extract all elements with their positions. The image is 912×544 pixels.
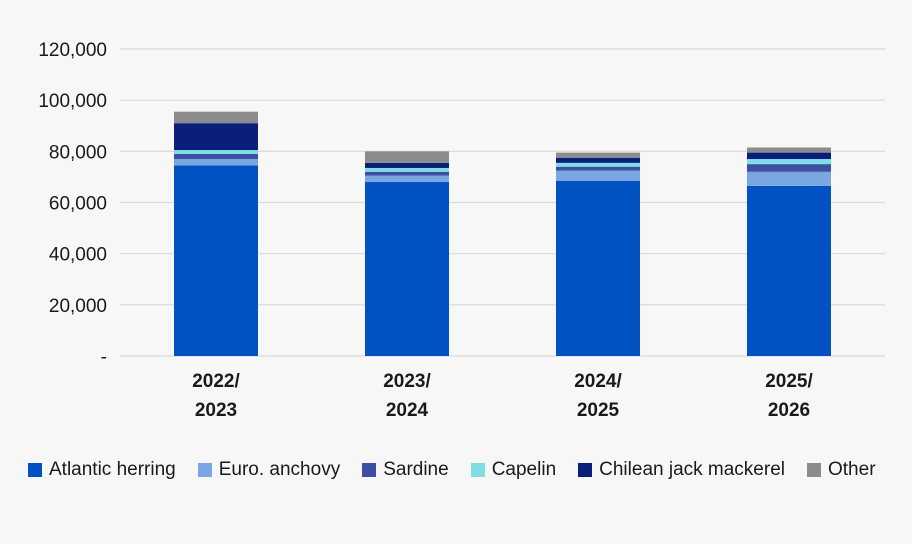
bar-segment-euro-anchovy	[747, 171, 831, 186]
x-category-label: 2022/	[192, 371, 240, 392]
legend-label: Other	[828, 459, 876, 480]
legend-swatch	[362, 463, 377, 477]
bar-segment-capelin	[556, 162, 640, 167]
y-tick-label: 100,000	[38, 91, 107, 112]
legend-label: Chilean jack mackerel	[599, 459, 785, 480]
legend-label: Capelin	[491, 459, 557, 480]
bar-segment-euro-anchovy	[365, 175, 449, 183]
bar-segment-other	[556, 152, 640, 158]
legend-label: Atlantic herring	[49, 459, 176, 480]
bar-segment-capelin	[747, 159, 831, 165]
bar-segment-sardine	[365, 171, 449, 176]
legend-label: Sardine	[383, 459, 449, 480]
bar-segment-other	[174, 111, 258, 124]
legend-swatch	[807, 463, 821, 477]
y-tick-label: 20,000	[49, 296, 107, 317]
bar-segment-atlantic-herring	[174, 165, 258, 356]
y-tick-label: 40,000	[49, 245, 107, 266]
y-tick-label: 120,000	[38, 40, 107, 61]
bar-segment-other	[747, 147, 831, 153]
bar-segment-capelin	[365, 167, 449, 172]
legend-label: Euro. anchovy	[218, 459, 341, 480]
x-category-label: 2024	[386, 400, 429, 421]
y-tick-label: 60,000	[49, 194, 107, 215]
bar-segment-chilean-jack-mackerel	[365, 162, 449, 168]
y-tick-label: 80,000	[49, 142, 107, 163]
x-category-label: 2025/	[765, 371, 813, 392]
x-category-label: 2024/	[574, 371, 622, 392]
bar-segment-euro-anchovy	[556, 170, 640, 181]
legend-item: Other	[807, 458, 876, 482]
y-tick-label: -	[101, 347, 107, 368]
x-category-label: 2025	[577, 400, 620, 421]
legend-item: Sardine	[362, 458, 449, 482]
legend-swatch	[197, 463, 212, 477]
bars	[174, 111, 831, 356]
bar-segment-other	[365, 151, 449, 163]
x-axis-category-labels: 2022/2023 2023/2024 2024/2025 2025/2026	[192, 371, 813, 421]
legend-item: Euro. anchovy	[197, 458, 341, 482]
legend-item: Atlantic herring	[28, 458, 176, 482]
bar-segment-sardine	[747, 164, 831, 172]
legend-swatch	[470, 463, 485, 477]
legend: Atlantic herring Euro. anchovy Sardine Cape…	[28, 458, 888, 482]
x-category-label: 2023	[195, 400, 237, 421]
legend-swatch	[578, 463, 593, 477]
x-category-label: 2023/	[383, 371, 431, 392]
bar-segment-capelin	[174, 150, 258, 154]
y-axis-tick-labels: - 20,000 40,000 60,000 80,000 100,000 120,000	[38, 40, 107, 368]
bar-segment-atlantic-herring	[365, 182, 449, 356]
legend-swatch	[28, 463, 42, 477]
bar-segment-chilean-jack-mackerel	[747, 152, 831, 160]
bar-segment-atlantic-herring	[556, 180, 640, 356]
bar-segment-sardine	[556, 166, 640, 171]
bar-segment-sardine	[174, 153, 258, 160]
bar-segment-atlantic-herring	[747, 185, 831, 356]
stacked-bar-chart: -20,00040,00060,00080,000100,000120,000 …	[38, 40, 885, 421]
bar-segment-euro-anchovy	[174, 159, 258, 166]
legend-item: Capelin	[470, 458, 557, 482]
x-category-label: 2026	[768, 400, 810, 421]
bar-segment-chilean-jack-mackerel	[556, 157, 640, 163]
legend-item: Chilean jack mackerel	[578, 458, 785, 482]
bar-segment-chilean-jack-mackerel	[174, 123, 258, 151]
